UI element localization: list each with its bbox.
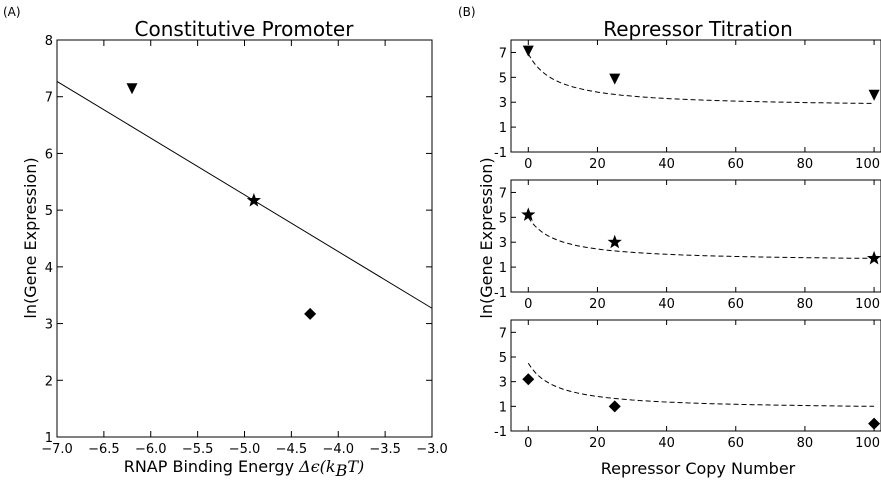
y-tick-label: 3 (499, 376, 507, 391)
subplot-2: 0 20 40 60 80 100 -1 1 3 5 7 (494, 179, 881, 312)
x-tick-label: 60 (727, 157, 744, 172)
chart-b-title: Repressor Titration (603, 17, 793, 41)
fit-curve (527, 53, 875, 104)
fit-line (56, 80, 433, 309)
x-tick-label: −4.0 (322, 442, 354, 457)
y-tick-label: 1 (499, 400, 507, 415)
data-point-triangle-down (609, 73, 621, 85)
chart-b-y-axis-label: ln(Gene Expression) (477, 157, 496, 318)
data-point-star (521, 207, 536, 221)
chart-a-frame (56, 39, 433, 438)
chart-b-x-axis-label: Repressor Copy Number (601, 459, 796, 478)
repressor-titration-chart: Repressor Titration 0 20 40 60 80 100 -1 1 3 5 7 0 2… (477, 17, 881, 478)
data-point-triangle-down (522, 45, 534, 57)
fit-curve (527, 362, 875, 407)
y-tick-label: 5 (45, 204, 53, 219)
y-tick-label: 3 (45, 318, 53, 333)
x-tick-label: 100 (855, 436, 880, 451)
x-tick-label: 0 (524, 436, 532, 451)
data-point-triangle-down (868, 89, 880, 101)
x-tick-label: 80 (797, 157, 814, 172)
y-tick-label: -1 (494, 286, 507, 301)
x-tick-label: 80 (797, 436, 814, 451)
subplot-1: 0 20 40 60 80 100 -1 1 3 5 7 (494, 39, 881, 172)
x-tick-label: 0 (524, 157, 532, 172)
x-tick-label: −5.0 (229, 442, 261, 457)
x-tick-label: −3.5 (369, 442, 401, 457)
y-tick-label: 6 (45, 147, 53, 162)
y-tick-label: 3 (499, 236, 507, 251)
chart-a-y-ticks: 1 2 3 4 5 6 7 8 (45, 34, 432, 446)
chart-a-x-axis-label: RNAP Binding Energy Δϵ(kBT) (124, 457, 365, 480)
x-tick-label: 40 (658, 297, 675, 312)
x-tick-label: 100 (855, 157, 880, 172)
subplot-3: 0 20 40 60 80 100 -1 1 3 5 7 (494, 319, 881, 451)
data-point-diamond (304, 307, 317, 320)
data-point-triangle-down (126, 83, 138, 95)
y-tick-label: 7 (499, 46, 507, 61)
y-tick-label: 8 (45, 34, 53, 49)
y-tick-label: 4 (45, 261, 53, 276)
y-tick-label: -1 (494, 425, 507, 440)
x-tick-label: 80 (797, 297, 814, 312)
x-tick-label: −7.0 (41, 442, 73, 457)
chart-a-x-ticks: −7.0 −6.5 −6.0 −5.5 −5.0 −4.5 −4.0 −3.5 −3.0 (41, 40, 448, 457)
y-tick-label: -1 (494, 146, 507, 161)
chart-a-x-axis-label-tail: T) (347, 457, 364, 476)
panel-label-b: (B) (458, 5, 476, 19)
subplot-frame (510, 319, 881, 432)
x-tick-label: 60 (727, 436, 744, 451)
y-tick-label: 2 (45, 374, 53, 389)
x-tick-label: 40 (658, 157, 675, 172)
y-tick-label: 7 (45, 91, 53, 106)
chart-b-subplots: 0 20 40 60 80 100 -1 1 3 5 7 0 20 40 60 80 100 -1 1 3 5 7 0 20 4… (494, 39, 881, 451)
x-tick-label: −4.5 (276, 442, 308, 457)
y-tick-label: 1 (499, 261, 507, 276)
y-tick-label: 1 (499, 121, 507, 136)
data-point-star (607, 234, 622, 249)
chart-a-y-axis-label: ln(Gene Expression) (21, 157, 40, 318)
subplot-frame (510, 179, 881, 293)
x-tick-label: −5.5 (182, 442, 214, 457)
y-tick-label: 7 (499, 186, 507, 201)
y-tick-label: 1 (45, 431, 53, 446)
y-tick-label: 7 (499, 326, 507, 341)
x-tick-label: 20 (589, 157, 606, 172)
data-point-diamond (522, 373, 535, 386)
x-tick-label: 100 (855, 297, 880, 312)
chart-a-marks (56, 80, 433, 320)
x-tick-label: −6.0 (135, 442, 167, 457)
x-tick-label: 60 (727, 297, 744, 312)
x-tick-label: 0 (524, 297, 532, 312)
fit-curve (527, 217, 875, 259)
x-tick-label: −6.5 (88, 442, 120, 457)
panel-label-a: (A) (3, 5, 21, 19)
y-tick-label: 3 (499, 96, 507, 111)
data-point-star (866, 250, 881, 265)
y-tick-label: 5 (499, 71, 507, 86)
x-tick-label: 20 (589, 436, 606, 451)
x-tick-label: 40 (658, 436, 675, 451)
chart-a-title: Constitutive Promoter (135, 17, 355, 41)
y-tick-label: 5 (499, 211, 507, 226)
subplot-frame (510, 39, 881, 153)
data-point-diamond (608, 400, 621, 413)
chart-a-x-axis-label-subscript: B (335, 461, 348, 480)
x-tick-label: −3.0 (416, 442, 448, 457)
data-point-star (246, 193, 262, 207)
constitutive-promoter-chart: Constitutive Promoter −7.0 −6.5 −6.0 −5.5 −5… (21, 17, 448, 480)
chart-a-x-axis-label-math: Δϵ(k (298, 457, 335, 476)
y-tick-label: 5 (499, 351, 507, 366)
data-point-diamond (868, 417, 881, 430)
x-tick-label: 20 (589, 297, 606, 312)
chart-a-x-axis-label-text: RNAP Binding Energy (124, 457, 299, 476)
